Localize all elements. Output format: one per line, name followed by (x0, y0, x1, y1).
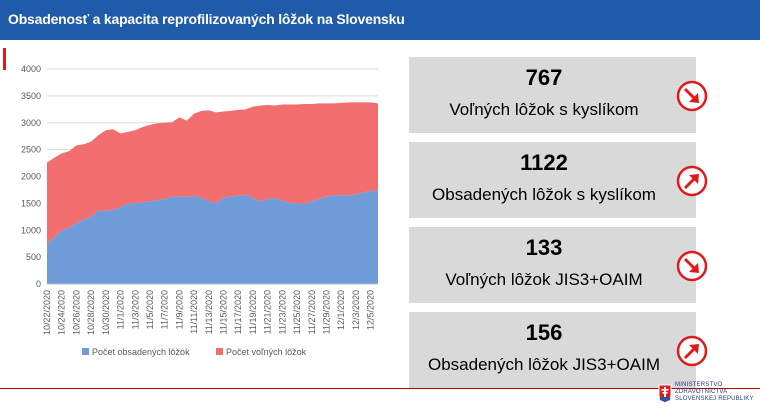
stat-value: 767 (525, 65, 563, 90)
stacked-area-chart: 0 500 1000 1500 2000 2500 3000 3500 4000 10/22/20… (0, 58, 395, 373)
x-tick-label: 10/30/2020 (101, 290, 111, 335)
x-tick-label: 11/13/2020 (204, 290, 214, 334)
x-tick-label: 10/24/2020 (57, 290, 67, 335)
stat-value: 1122 (520, 150, 568, 175)
x-tick-label: 11/9/2020 (174, 290, 184, 329)
x-tick-label: 12/1/2020 (336, 290, 346, 330)
footer-divider (0, 388, 760, 389)
stat-label: Obsadených lôžok s kyslíkom (432, 185, 656, 204)
arrow-up-right-icon (676, 335, 708, 367)
legend-label-free: Počet voľných lôžok (226, 347, 307, 357)
page-title: Obsadenosť a kapacita reprofilizovaných … (8, 11, 405, 27)
x-tick-label: 10/26/2020 (71, 290, 81, 335)
ministry-name: MINISTERSTVO ZDRAVOTNÍCTVA SLOVENSKEJ RE… (675, 382, 754, 403)
arrow-up-right-icon (676, 165, 708, 197)
x-tick-label: 11/3/2020 (130, 290, 140, 329)
header-bar: Obsadenosť a kapacita reprofilizovaných … (0, 0, 760, 40)
stat-label: Voľných lôžok JIS3+OAIM (445, 270, 643, 289)
y-tick-label: 1500 (21, 198, 41, 208)
x-tick-label: 11/17/2020 (233, 290, 243, 334)
y-tick-label: 4000 (21, 64, 41, 74)
stat-label: Voľných lôžok s kyslíkom (449, 100, 639, 119)
x-tick-label: 12/3/2020 (351, 290, 361, 330)
series-area-free (47, 102, 378, 244)
x-tick-label: 11/5/2020 (145, 290, 155, 329)
stat-label: Obsadených lôžok JIS3+OAIM (428, 355, 660, 374)
series-area-occupied (47, 189, 378, 284)
y-tick-label: 3000 (21, 118, 41, 128)
x-tick-label: 10/28/2020 (86, 290, 96, 335)
x-tick-label: 11/19/2020 (248, 290, 258, 334)
ministry-line: ZDRAVOTNÍCTVA (675, 389, 728, 395)
x-tick-label: 12/5/2020 (366, 290, 376, 330)
x-tick-label: 11/27/2020 (307, 290, 317, 334)
stat-value: 156 (525, 320, 563, 345)
x-tick-label: 11/7/2020 (160, 290, 170, 329)
x-tick-label: 11/1/2020 (116, 290, 126, 329)
arrow-down-right-icon (676, 80, 708, 112)
stat-value: 133 (525, 235, 563, 260)
y-tick-label: 1000 (21, 225, 41, 235)
x-tick-label: 11/11/2020 (189, 290, 199, 334)
x-tick-label: 11/15/2020 (219, 290, 229, 334)
legend-swatch-occupied (82, 348, 89, 355)
arrow-down-right-icon (676, 250, 708, 282)
x-tick-label: 11/25/2020 (292, 290, 302, 334)
x-tick-label: 11/21/2020 (263, 290, 273, 334)
y-tick-label: 2000 (21, 172, 41, 182)
slovak-coat-of-arms-icon (658, 384, 672, 404)
stat-card-free-oxygen: 767 Voľných lôžok s kyslíkom (409, 57, 708, 133)
stat-card-occupied-oxygen: 1122 Obsadených lôžok s kyslíkom (409, 142, 708, 218)
y-tick-label: 3500 (21, 91, 41, 101)
red-accent-bar (3, 48, 6, 70)
x-tick-label: 11/23/2020 (277, 290, 287, 334)
x-tick-label: 10/22/2020 (42, 290, 52, 335)
legend-swatch-free (216, 348, 223, 355)
y-tick-label: 0 (36, 279, 41, 289)
stat-card-free-icu: 133 Voľných lôžok JIS3+OAIM (409, 227, 708, 303)
ministry-line: SLOVENSKEJ REPUBLIKY (675, 396, 754, 402)
y-tick-label: 2500 (21, 145, 41, 155)
legend-label-occupied: Počet obsadených lôžok (92, 347, 190, 357)
x-tick-label: 11/29/2020 (322, 290, 332, 334)
y-tick-label: 500 (26, 252, 41, 262)
chart-svg: 0 500 1000 1500 2000 2500 3000 3500 4000 10/22/20… (21, 64, 378, 357)
stat-card-occupied-icu: 156 Obsadených lôžok JIS3+OAIM (409, 312, 708, 388)
ministry-line: MINISTERSTVO (675, 382, 723, 388)
